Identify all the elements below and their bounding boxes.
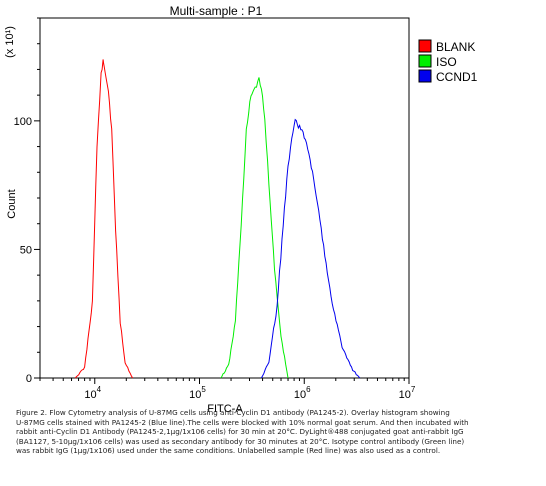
series-layer — [74, 59, 361, 379]
legend-swatch-blank — [418, 39, 432, 53]
y-tick-label: 50 — [20, 244, 32, 256]
legend-label-iso: ISO — [436, 55, 457, 69]
y-tick-label: 100 — [14, 116, 32, 128]
caption-line: rabbit anti-Cyclin D1 Antibody (PA1245-2… — [16, 427, 464, 437]
series-line-iso — [220, 77, 289, 379]
chart-title: Multi-sample : P1 — [170, 4, 263, 18]
x-axis-label: FITC-A — [207, 403, 243, 415]
y-axis-label: Count — [6, 189, 18, 218]
x-tick-label: 104 — [84, 385, 101, 401]
figure-caption: Figure 2. Flow Cytometry analysis of U-8… — [16, 408, 536, 456]
caption-line: U-87MG cells stained with PA1245-2 (Blue… — [16, 417, 469, 427]
series-line-ccnd1 — [260, 118, 361, 379]
series-line-blank — [74, 59, 134, 379]
legend-label-blank: BLANK — [436, 40, 475, 54]
caption-line: Figure 2. Flow Cytometry analysis of U-8… — [16, 408, 450, 417]
y-scale-note: (x 10¹) — [4, 26, 16, 58]
legend-label-ccnd1: CCND1 — [436, 70, 478, 84]
x-tick-label: 106 — [294, 385, 311, 401]
x-axis: 104 105 106 107 — [39, 378, 416, 401]
x-tick-label: 107 — [399, 385, 416, 401]
y-axis: 0 50 100 — [14, 17, 40, 385]
legend-swatch-iso — [418, 54, 432, 68]
legend-swatch-ccnd1 — [418, 69, 432, 83]
caption-line: (BA1127, 5-10μg/1x106 cells) was used as… — [16, 436, 465, 446]
y-tick-label: 0 — [26, 373, 32, 385]
caption-line: was rabbit IgG (1μg/1x106) used under th… — [16, 446, 441, 456]
x-tick-label: 105 — [189, 385, 206, 401]
